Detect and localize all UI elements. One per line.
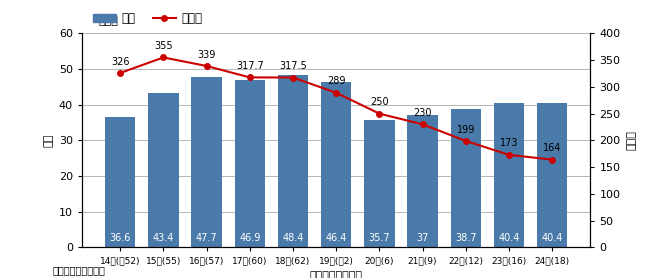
Text: 317.7: 317.7: [236, 61, 264, 71]
X-axis label: 党大会（開催年）: 党大会（開催年）: [310, 271, 363, 278]
Text: （万）: （万）: [98, 16, 119, 26]
Text: 355: 355: [154, 41, 173, 51]
Text: 326: 326: [111, 56, 129, 66]
Text: 46.9: 46.9: [239, 233, 260, 243]
Text: 46.4: 46.4: [325, 233, 347, 243]
Y-axis label: 機関紙: 機関紙: [626, 130, 636, 150]
Text: 164: 164: [543, 143, 562, 153]
Text: 35.7: 35.7: [369, 233, 390, 243]
Bar: [192, 77, 222, 247]
Bar: [321, 82, 352, 247]
Text: 36.6: 36.6: [110, 233, 131, 243]
Bar: [148, 93, 178, 247]
Bar: [364, 120, 394, 247]
Bar: [105, 117, 135, 247]
Text: 48.4: 48.4: [282, 233, 304, 243]
Text: 47.7: 47.7: [195, 233, 217, 243]
Text: 40.4: 40.4: [541, 233, 563, 243]
Bar: [537, 103, 567, 247]
Bar: [494, 103, 524, 247]
Bar: [451, 109, 481, 247]
Bar: [235, 80, 265, 247]
Legend: 党員, 機関紙: 党員, 機関紙: [88, 7, 207, 29]
Y-axis label: 党員: 党員: [43, 134, 53, 147]
Text: 317.5: 317.5: [279, 61, 307, 71]
Text: 289: 289: [327, 76, 346, 86]
Text: 339: 339: [197, 49, 216, 59]
Text: 38.7: 38.7: [455, 233, 476, 243]
Text: 250: 250: [370, 97, 389, 107]
Text: 199: 199: [457, 125, 475, 135]
Text: 注：数値は党公表数: 注：数値は党公表数: [52, 265, 106, 275]
Bar: [407, 115, 438, 247]
Text: 43.4: 43.4: [153, 233, 174, 243]
Text: 230: 230: [413, 108, 432, 118]
Bar: [278, 75, 308, 247]
Text: 40.4: 40.4: [499, 233, 520, 243]
Text: 37: 37: [417, 233, 429, 243]
Text: 173: 173: [500, 138, 518, 148]
